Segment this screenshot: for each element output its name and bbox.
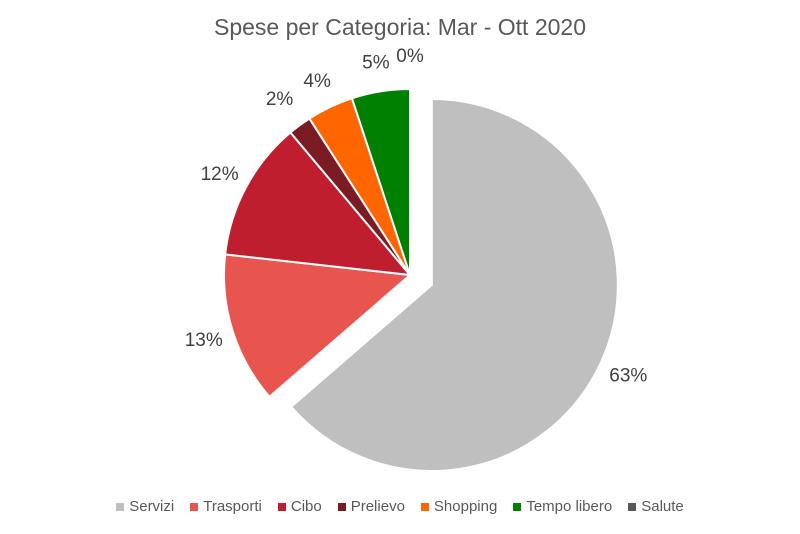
legend-swatch-tempo-libero (513, 502, 522, 511)
pie-slice-cibo (224, 131, 413, 277)
legend-label-servizi: Servizi (129, 498, 175, 515)
legend-item-salute: Salute (628, 498, 684, 515)
legend-item-servizi: Servizi (116, 498, 174, 515)
data-label-salute: 0% (396, 46, 424, 67)
legend-label-salute: Salute (641, 498, 684, 515)
legend-item-trasporti: Trasporti (190, 498, 262, 515)
legend-item-shopping: Shopping (420, 498, 498, 515)
data-label-tempo-libero: 5% (362, 53, 390, 74)
legend-label-prelievo: Prelievo (350, 498, 405, 515)
legend-label-tempo-libero: Tempo libero (526, 498, 613, 515)
legend-swatch-prelievo (337, 502, 346, 511)
chart-title: Spese per Categoria: Mar - Ott 2020 (213, 14, 587, 40)
legend: Servizi Trasporti Cibo Prelievo Shopping Temp… (0, 498, 800, 515)
legend-swatch-shopping (420, 502, 429, 511)
legend-item-prelievo: Prelievo (337, 498, 405, 515)
legend-swatch-trasporti (190, 502, 199, 511)
legend-swatch-servizi (116, 502, 125, 511)
data-label-shopping: 4% (303, 71, 331, 92)
legend-label-trasporti: Trasporti (203, 498, 262, 515)
legend-swatch-salute (628, 502, 637, 511)
pie-slice-trasporti (223, 253, 413, 399)
data-label-trasporti: 13% (185, 330, 223, 351)
data-label-servizi: 63% (609, 366, 647, 387)
pie-slice-tempo-libero (350, 87, 411, 276)
legend-label-cibo: Cibo (290, 498, 322, 515)
data-label-cibo: 12% (201, 164, 239, 185)
legend-swatch-cibo (277, 502, 286, 511)
data-label-prelievo: 2% (266, 89, 294, 110)
legend-item-tempo-libero: Tempo libero (513, 498, 612, 515)
legend-label-shopping: Shopping (433, 498, 498, 515)
pie-slice-servizi (289, 97, 619, 472)
legend-item-cibo: Cibo (277, 498, 322, 515)
